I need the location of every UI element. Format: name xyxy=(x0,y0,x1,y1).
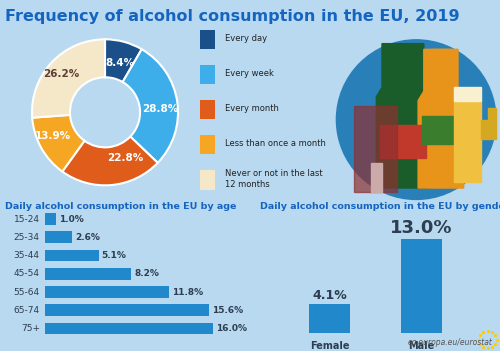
Text: ec.europa.eu/eurostat: ec.europa.eu/eurostat xyxy=(408,338,492,347)
Bar xyxy=(45,304,209,316)
Text: 25-34: 25-34 xyxy=(14,233,40,242)
Text: 13.9%: 13.9% xyxy=(34,131,70,141)
FancyBboxPatch shape xyxy=(200,135,216,154)
Polygon shape xyxy=(454,87,481,101)
Text: 8.4%: 8.4% xyxy=(105,58,134,68)
Text: 11.8%: 11.8% xyxy=(172,287,203,297)
Text: 13.0%: 13.0% xyxy=(390,219,452,237)
Circle shape xyxy=(336,40,496,199)
Text: 65-74: 65-74 xyxy=(14,306,40,315)
Bar xyxy=(45,250,98,261)
Text: Less than once a month: Less than once a month xyxy=(225,139,326,148)
Polygon shape xyxy=(376,44,430,188)
Text: 45-54: 45-54 xyxy=(14,269,40,278)
Text: Female: Female xyxy=(310,341,350,351)
Polygon shape xyxy=(432,49,450,87)
Text: 16.0%: 16.0% xyxy=(216,324,247,333)
Polygon shape xyxy=(370,163,382,192)
Text: Daily alcohol consumption in the EU by age: Daily alcohol consumption in the EU by a… xyxy=(5,202,236,211)
Bar xyxy=(309,304,350,333)
Text: 28.8%: 28.8% xyxy=(142,104,178,114)
Text: 35-44: 35-44 xyxy=(14,251,40,260)
Text: 4.1%: 4.1% xyxy=(312,289,347,302)
Text: 1.0%: 1.0% xyxy=(58,214,84,224)
Text: 2.6%: 2.6% xyxy=(76,233,100,242)
Text: Daily alcohol consumption in the EU by gender: Daily alcohol consumption in the EU by g… xyxy=(260,202,500,211)
Wedge shape xyxy=(32,39,105,118)
Polygon shape xyxy=(418,49,464,188)
Text: 15-24: 15-24 xyxy=(14,214,40,224)
Bar xyxy=(45,231,72,243)
Text: 22.8%: 22.8% xyxy=(108,153,144,163)
Wedge shape xyxy=(32,115,84,172)
FancyBboxPatch shape xyxy=(200,170,216,190)
Text: Every day: Every day xyxy=(225,34,268,43)
Polygon shape xyxy=(481,108,496,139)
Text: 15.6%: 15.6% xyxy=(212,306,243,315)
Polygon shape xyxy=(422,116,460,144)
Bar xyxy=(45,323,213,335)
Text: Never or not in the last
12 months: Never or not in the last 12 months xyxy=(225,169,323,189)
Polygon shape xyxy=(392,44,414,82)
Polygon shape xyxy=(354,106,397,192)
Wedge shape xyxy=(105,39,142,82)
Text: 5.1%: 5.1% xyxy=(102,251,126,260)
Text: 75+: 75+ xyxy=(21,324,40,333)
Polygon shape xyxy=(380,125,426,158)
FancyBboxPatch shape xyxy=(200,65,216,84)
Text: Frequency of alcohol consumption in the EU, 2019: Frequency of alcohol consumption in the … xyxy=(5,9,460,24)
Bar xyxy=(45,213,56,225)
Text: 55-64: 55-64 xyxy=(14,287,40,297)
Bar xyxy=(45,268,131,280)
Bar xyxy=(400,239,442,333)
Polygon shape xyxy=(454,101,481,182)
Wedge shape xyxy=(122,49,178,163)
Wedge shape xyxy=(62,137,158,185)
Bar xyxy=(45,286,169,298)
FancyBboxPatch shape xyxy=(200,30,216,49)
FancyBboxPatch shape xyxy=(200,100,216,119)
Text: Every month: Every month xyxy=(225,104,279,113)
Text: 8.2%: 8.2% xyxy=(134,269,159,278)
Text: 26.2%: 26.2% xyxy=(43,69,80,79)
Text: Male: Male xyxy=(408,341,434,351)
Text: Every week: Every week xyxy=(225,69,274,78)
